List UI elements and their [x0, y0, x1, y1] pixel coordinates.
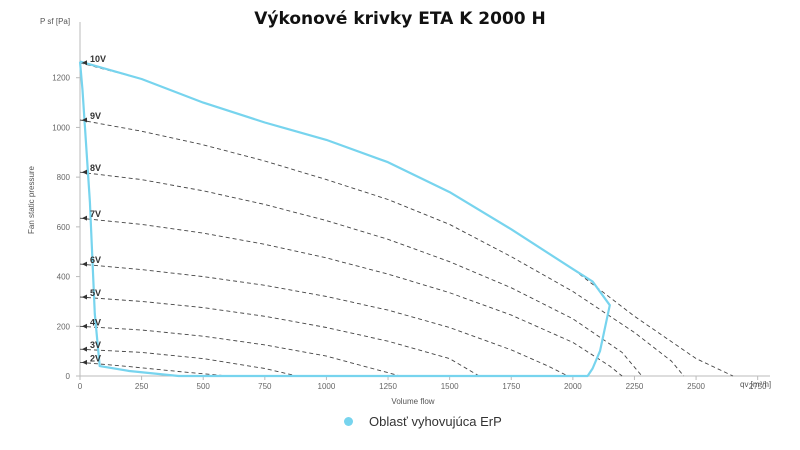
x-tick-label: 2250 — [626, 382, 644, 391]
curve-6V — [79, 263, 569, 377]
curve-label-9V: 9V — [90, 111, 101, 121]
curve-2V — [79, 361, 228, 377]
x-tick-label: 1750 — [502, 382, 520, 391]
curve-4V — [79, 325, 401, 377]
curve-marker-2V — [82, 359, 87, 365]
x-tick-label: 1250 — [379, 382, 397, 391]
x-unit-label: qv [m³/h] — [740, 380, 771, 389]
y-tick-label: 0 — [66, 372, 71, 381]
curve-label-3V: 3V — [90, 340, 101, 350]
x-tick-label: 0 — [78, 382, 83, 391]
erp-region — [78, 60, 611, 378]
curve-marker-4V — [82, 323, 87, 329]
legend[interactable]: Oblasť vyhovujúca ErP — [344, 411, 502, 431]
curve-marker-6V — [82, 261, 87, 267]
x-tick-label: 2000 — [564, 382, 582, 391]
y-tick-label: 400 — [57, 273, 71, 282]
curve-label-8V: 8V — [90, 163, 101, 173]
x-tick-label: 2500 — [687, 382, 705, 391]
curve-label-5V: 5V — [90, 288, 101, 298]
curve-label-6V: 6V — [90, 255, 101, 265]
y-tick-label: 1000 — [52, 123, 70, 132]
curve-marker-3V — [82, 346, 87, 352]
x-tick-label: 750 — [258, 382, 272, 391]
curve-10V — [79, 62, 734, 377]
curve-label-4V: 4V — [90, 317, 101, 327]
curve-marker-10V — [82, 60, 87, 66]
curve-8V — [79, 171, 643, 377]
curve-marker-7V — [82, 215, 87, 221]
legend-label: Oblasť vyhovujúca ErP — [369, 413, 502, 429]
voltage-curves — [79, 62, 734, 377]
x-axis-title: Volume flow — [391, 397, 434, 406]
curve-9V — [79, 119, 685, 377]
y-unit-label: P sf [Pa] — [40, 17, 70, 26]
x-tick-label: 500 — [197, 382, 211, 391]
x-tick-label: 250 — [135, 382, 149, 391]
curve-label-7V: 7V — [90, 209, 101, 219]
curve-marker-8V — [82, 169, 87, 175]
y-tick-label: 800 — [57, 173, 71, 182]
curve-7V — [79, 217, 623, 377]
curve-labels: 10V 9V 8V 7V 6V 5V 4V 3V 2V — [82, 54, 106, 365]
x-tick-label: 1000 — [318, 382, 336, 391]
axes: 0 250 500 750 1000 1250 1500 1750 2000 2250 2500 27… — [27, 17, 771, 406]
chart-title: Výkonové krivky ETA K 2000 H — [254, 9, 546, 29]
x-tick-label: 2750 — [749, 382, 767, 391]
y-tick-label: 200 — [57, 322, 71, 331]
curve-marker-5V — [82, 294, 87, 300]
curve-5V — [79, 296, 480, 377]
erp-boundary — [78, 60, 611, 378]
curve-label-2V: 2V — [90, 353, 101, 363]
legend-marker-icon — [344, 416, 353, 426]
y-axis-title: Fan static pressure — [27, 165, 36, 234]
y-tick-label: 600 — [57, 223, 71, 232]
x-tick-label: 1500 — [441, 382, 459, 391]
curve-3V — [79, 348, 298, 377]
y-tick-label: 1200 — [52, 74, 70, 83]
curve-marker-9V — [82, 117, 87, 123]
curve-label-10V: 10V — [90, 54, 106, 64]
